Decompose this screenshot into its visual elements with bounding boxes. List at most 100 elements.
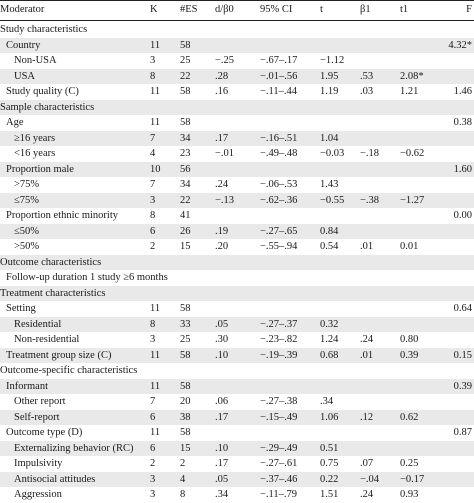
row-label: Setting [6, 303, 36, 314]
cell-t: 1.95 [320, 70, 339, 82]
table-row: Other report 7 20 .06 −.27–.38 .34 [0, 394, 474, 410]
cell-es: 8 [180, 489, 186, 500]
table-row: Outcome type (D) 11 58 0.87 [0, 425, 474, 441]
cell-t: .34 [320, 396, 334, 407]
cell-es: 25 [180, 334, 191, 345]
table-row: USA 8 22 .28 −.01–.56 1.95 .53 2.08* [0, 68, 474, 84]
table-row: Impulsivity 2 2 .17 −.27–.61 0.75 .07 0.25 [0, 456, 474, 472]
table-row: Residential 8 33 .05 −.27–.37 0.32 [0, 316, 474, 332]
cell-t: 0.51 [320, 442, 339, 454]
table-row: Non-USA 3 25 −.25 −.67–.17 −1.12 [0, 53, 474, 69]
cell-ci: −.37–.46 [260, 473, 298, 485]
row-label: ≤75% [14, 194, 40, 206]
cell-t1: −1.27 [400, 194, 425, 206]
cell-k: 7 [150, 132, 156, 144]
cell-ci: −.16–.51 [260, 132, 298, 144]
cell-b1: .24 [360, 334, 374, 345]
table-row: Setting 11 58 0.64 [0, 301, 474, 317]
header-rule [0, 20, 474, 21]
cell-k: 4 [150, 148, 156, 159]
cell-b1: .24 [360, 489, 374, 500]
cell-k: 3 [150, 473, 156, 485]
cell-b1: −.38 [360, 194, 380, 206]
cell-t: 0.84 [320, 225, 339, 237]
cell-b1: .07 [360, 458, 374, 469]
table-row: Age 11 58 0.38 [0, 115, 474, 131]
cell-d: .10 [215, 442, 229, 454]
cell-t: 0.75 [320, 458, 339, 469]
cell-es: 58 [180, 349, 191, 361]
cell-d: .05 [215, 473, 229, 485]
cell-es: 41 [180, 210, 191, 221]
table-row: <16 years 4 23 −.01 −.49–.48 −0.03 −.18 −0.62 [0, 146, 474, 162]
cell-k: 8 [150, 70, 156, 82]
cell-t: 0.68 [320, 349, 339, 361]
table-row: Externalizing behavior (RC) 6 15 .10 −.29–.4… [0, 440, 474, 456]
row-label: Age [6, 117, 24, 128]
cell-k: 6 [150, 442, 156, 454]
row-label: ≥16 years [14, 132, 56, 144]
cell-d: .19 [215, 225, 229, 237]
row-label: Outcome-specific characteristics [0, 365, 138, 376]
row-label: Study quality (C) [6, 86, 79, 97]
header-ci: 95% CI [260, 4, 293, 15]
cell-es: 58 [180, 380, 191, 392]
cell-ci: −.27–.38 [260, 396, 298, 407]
cell-d: .06 [215, 396, 229, 407]
cell-ci: −.23–.82 [260, 334, 298, 345]
row-label: ≤50% [14, 225, 40, 237]
cell-ci: −.55–.94 [260, 241, 298, 252]
cell-t: 1.43 [320, 179, 339, 190]
table-row: Outcome characteristics [0, 254, 474, 270]
cell-es: 23 [180, 148, 191, 159]
cell-b1: −.04 [360, 473, 380, 485]
cell-es: 34 [180, 132, 191, 144]
row-label: Residential [14, 318, 62, 330]
cell-b1: −.18 [360, 148, 380, 159]
cell-b1: .12 [360, 411, 374, 423]
table-row: Non-residential 3 25 .30 −.23–.82 1.24 .24 0.80 [0, 332, 474, 348]
cell-t: 0.22 [320, 473, 339, 485]
cell-b1: .03 [360, 86, 374, 97]
cell-k: 8 [150, 318, 156, 330]
cell-es: 58 [180, 39, 191, 51]
cell-ci: −.62–.36 [260, 194, 298, 206]
row-label: Antisocial attitudes [14, 473, 96, 485]
table-row: Proportion ethnic minority 8 41 0.00 [0, 208, 474, 224]
row-label: Sample characteristics [0, 101, 95, 113]
cell-ci: −.27–.61 [260, 458, 298, 469]
row-label: <16 years [14, 148, 56, 159]
header-t: t [320, 4, 323, 15]
row-label: Informant [6, 380, 48, 392]
header-es: #ES [180, 4, 198, 15]
cell-k: 3 [150, 55, 156, 66]
row-label: Non-residential [14, 334, 80, 345]
cell-es: 2 [180, 458, 186, 469]
row-label: Outcome characteristics [0, 256, 102, 268]
row-label: Treatment group size (C) [6, 349, 112, 361]
cell-k: 3 [150, 489, 156, 500]
row-label: Follow-up duration 1 study ≥6 months [6, 272, 168, 283]
header-b1: β1 [360, 4, 371, 15]
cell-d: .30 [215, 334, 229, 345]
cell-k: 7 [150, 179, 156, 190]
table-row: Aggression 3 8 .34 −.11–.79 1.51 .24 0.93 [0, 487, 474, 503]
cell-t1: 1.21 [400, 86, 419, 97]
table-row: >50% 2 15 .20 −.55–.94 0.54 .01 0.01 [0, 239, 474, 255]
table-row: >75% 7 34 .24 −.06–.53 1.43 [0, 177, 474, 193]
cell-d: .17 [215, 411, 229, 423]
cell-t: 1.06 [320, 411, 339, 423]
cell-d: .34 [215, 489, 229, 500]
header-row: Moderator K #ES d/β0 95% CI t β1 t1 F [0, 1, 474, 19]
cell-es: 56 [180, 163, 191, 175]
cell-es: 34 [180, 179, 191, 190]
cell-d: .24 [215, 179, 229, 190]
table-row: Country 11 58 4.32* [0, 37, 474, 53]
cell-t: −1.12 [320, 55, 345, 66]
row-label: Country [6, 39, 41, 51]
row-label: Proportion ethnic minority [6, 210, 118, 221]
row-label: >50% [14, 241, 40, 252]
table-row: Treatment characteristics [0, 285, 474, 301]
cell-f: 0.15 [453, 349, 472, 361]
cell-d: .17 [215, 458, 229, 469]
